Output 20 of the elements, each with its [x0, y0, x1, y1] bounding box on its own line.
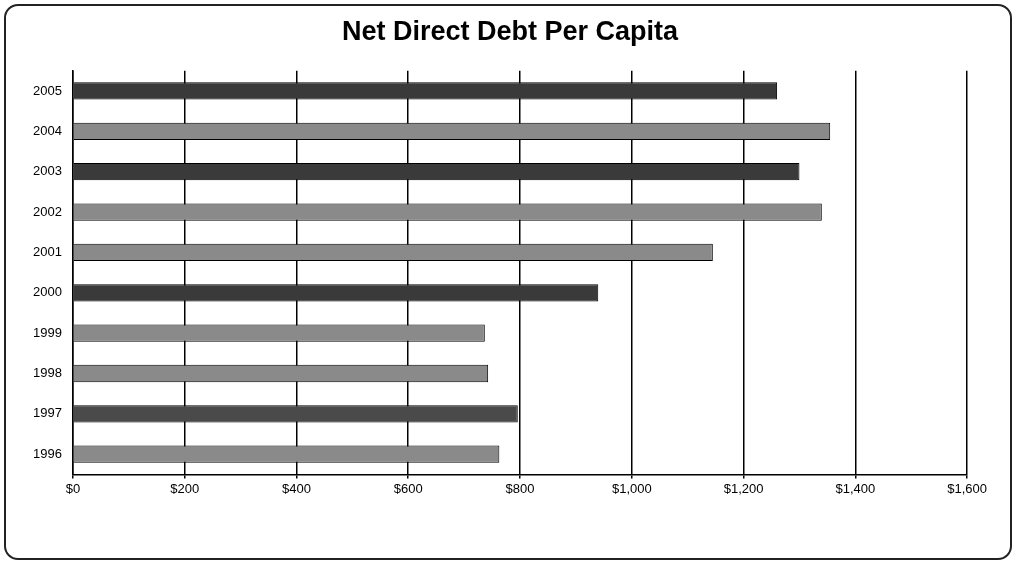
y-tick-label: 1999 [33, 324, 62, 340]
y-tick-label: 1998 [33, 365, 62, 381]
y-tick-label: 2004 [33, 122, 62, 138]
x-tick-label: $400 [282, 480, 311, 496]
x-tick-label: $1,400 [835, 480, 876, 496]
y-tick-label: 2003 [33, 163, 62, 179]
y-tick-label: 2001 [33, 244, 62, 259]
y-tick-label: 1997 [33, 405, 62, 421]
x-tick-label: $0 [65, 480, 81, 496]
y-tick-label: 2000 [33, 284, 62, 300]
x-tick-label: $1,200 [723, 480, 764, 496]
y-tick-label: 1996 [33, 445, 62, 461]
x-tick-label: $1,000 [611, 480, 652, 496]
x-tick-label: $1,600 [947, 480, 987, 496]
y-tick-label: 2002 [33, 203, 62, 219]
x-tick-label: $800 [505, 480, 535, 496]
chart-title: Net Direct Debt Per Capita [340, 16, 680, 47]
x-tick-label: $200 [170, 480, 200, 496]
x-tick-label: $600 [393, 480, 423, 496]
y-tick-label: 2005 [33, 82, 62, 98]
